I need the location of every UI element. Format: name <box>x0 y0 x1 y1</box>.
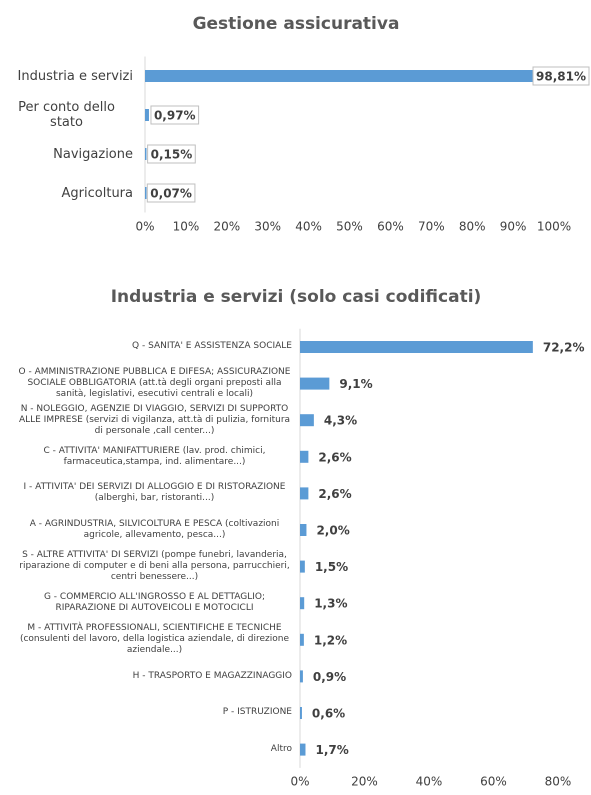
category-label-box: O - AMMINISTRAZIONE PUBBLICA E DIFESA; A… <box>4 365 292 402</box>
y-tick-label: H - TRASPORTO E MAGAZZINAGGIO <box>132 670 292 681</box>
value-label-group: 0,07% <box>146 183 196 203</box>
value-label: 72,2% <box>543 341 585 355</box>
bar <box>300 377 330 390</box>
value-label: 4,3% <box>324 414 357 428</box>
category-label-box: Q - SANITA' E ASSISTENZA SOCIALE <box>4 329 292 366</box>
bar <box>145 109 149 121</box>
x-tick-label: 100% <box>537 220 571 234</box>
value-label-box <box>532 66 590 86</box>
value-label-box <box>150 105 200 125</box>
y-tick-label: Q - SANITA' E ASSISTENZA SOCIALE <box>132 341 292 352</box>
y-tick-label: S - ALTRE ATTIVITA' DI SERVIZI (pompe fu… <box>19 550 290 583</box>
category-label-box: H - TRASPORTO E MAGAZZINAGGIO <box>4 658 292 695</box>
y-tick-label: Per conto dello stato <box>18 100 115 130</box>
x-tick-label: 30% <box>254 220 281 234</box>
value-label: 98,81% <box>536 70 586 84</box>
x-tick-label: 70% <box>418 220 445 234</box>
value-label: 1,2% <box>314 633 347 647</box>
category-label-box: M - ATTIVITÀ PROFESSIONALI, SCIENTIFICHE… <box>4 622 292 659</box>
y-tick-label: Industria e servizi <box>17 68 133 84</box>
chart-title: Gestione assicurativa <box>193 14 400 34</box>
x-tick-label: 80% <box>545 775 572 789</box>
x-tick-label: 0% <box>135 220 154 234</box>
y-tick-label: M - ATTIVITÀ PROFESSIONALI, SCIENTIFICHE… <box>19 623 290 656</box>
value-label: 2,6% <box>318 487 351 501</box>
bar <box>300 633 304 646</box>
x-tick-label: 40% <box>416 775 443 789</box>
value-label: 0,07% <box>150 187 192 201</box>
value-label: 1,5% <box>315 560 348 574</box>
x-tick-label: 80% <box>459 220 486 234</box>
x-tick-label: 60% <box>377 220 404 234</box>
y-tick-label: N - NOLEGGIO, AGENZIE DI VIAGGIO, SERVIZ… <box>18 403 291 436</box>
x-tick-label: 0% <box>290 775 309 789</box>
value-label: 1,3% <box>314 597 347 611</box>
x-tick-label: 40% <box>295 220 322 234</box>
bar <box>300 670 303 683</box>
x-tick-label: 50% <box>336 220 363 234</box>
value-label-group: 0,97% <box>150 105 200 125</box>
category-label-box: Altro <box>4 731 292 768</box>
category-label-box: A - AGRINDUSTRIA, SILVICOLTURA E PESCA (… <box>4 512 292 549</box>
bar <box>300 560 305 573</box>
y-tick-label: Navigazione <box>53 146 133 162</box>
category-label-box: Per conto dello stato <box>0 96 133 135</box>
y-tick-label: I - ATTIVITA' DEI SERVIZI DI ALLOGGIO E … <box>23 482 286 504</box>
category-label-box: G - COMMERCIO ALL'INGROSSO E AL DETTAGLI… <box>4 585 292 622</box>
value-label-group: 98,81% <box>532 66 590 86</box>
bar <box>300 450 309 463</box>
y-tick-label: O - AMMINISTRAZIONE PUBBLICA E DIFESA; A… <box>18 367 291 400</box>
value-label-group: 0,15% <box>147 144 196 164</box>
value-label: 0,6% <box>312 707 345 721</box>
category-label-box: C - ATTIVITA' MANIFATTURIERE (lav. prod.… <box>4 439 292 476</box>
value-label: 0,9% <box>313 670 346 684</box>
category-label-box: I - ATTIVITA' DEI SERVIZI DI ALLOGGIO E … <box>4 475 292 512</box>
value-label: 2,6% <box>318 450 351 464</box>
y-tick-label: Agricoltura <box>61 185 133 201</box>
bar <box>300 524 307 536</box>
category-label-box: Industria e servizi <box>0 57 133 96</box>
category-label-box: N - NOLEGGIO, AGENZIE DI VIAGGIO, SERVIZ… <box>4 402 292 439</box>
chart-title: Industria e servizi (solo casi codificat… <box>111 287 482 307</box>
bar <box>300 743 306 756</box>
category-label-box: P - ISTRUZIONE <box>4 695 292 732</box>
x-tick-label: 60% <box>480 775 507 789</box>
value-label-box <box>146 183 196 203</box>
y-tick-label: Altro <box>270 744 292 755</box>
x-tick-label: 10% <box>173 220 200 234</box>
x-tick-label: 20% <box>351 775 378 789</box>
y-tick-label: P - ISTRUZIONE <box>222 707 292 718</box>
x-tick-label: 20% <box>213 220 240 234</box>
value-label: 1,7% <box>315 743 348 757</box>
category-label-box: S - ALTRE ATTIVITA' DI SERVIZI (pompe fu… <box>4 548 292 585</box>
bar <box>300 414 314 427</box>
bar <box>145 148 147 160</box>
value-label: 2,0% <box>316 524 349 538</box>
bar <box>300 341 533 353</box>
value-label: 0,97% <box>154 109 196 123</box>
y-tick-label: C - ATTIVITA' MANIFATTURIERE (lav. prod.… <box>43 445 266 467</box>
value-label: 9,1% <box>339 377 372 391</box>
bar <box>145 187 147 199</box>
bar <box>300 597 305 610</box>
y-tick-label: G - COMMERCIO ALL'INGROSSO E AL DETTAGLI… <box>43 592 266 614</box>
x-tick-label: 90% <box>500 220 527 234</box>
value-label: 0,15% <box>151 148 193 162</box>
category-label-box: Agricoltura <box>0 174 133 213</box>
category-label-box: Navigazione <box>0 135 133 174</box>
bar <box>300 487 309 500</box>
value-label-box <box>147 144 196 164</box>
bar <box>145 70 550 82</box>
y-tick-label: A - AGRINDUSTRIA, SILVICOLTURA E PESCA (… <box>29 518 280 540</box>
bar <box>300 707 302 719</box>
